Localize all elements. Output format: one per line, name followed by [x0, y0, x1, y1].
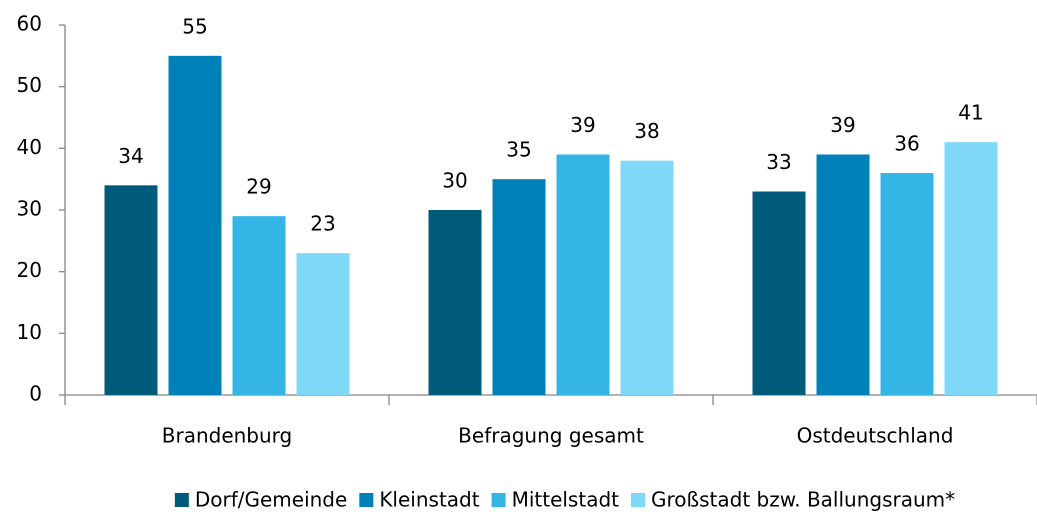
y-tick-label: 30	[17, 197, 42, 221]
data-label: 38	[634, 119, 659, 143]
data-label: 23	[310, 212, 335, 236]
legend-label: Kleinstadt	[379, 488, 479, 512]
legend-label: Dorf/Gemeinde	[195, 488, 347, 512]
legend-swatch	[631, 493, 645, 507]
bar	[620, 160, 674, 395]
legend-label: Mittelstadt	[512, 488, 620, 512]
x-tick-label: Befragung gesamt	[458, 424, 644, 448]
data-label: 33	[766, 150, 791, 174]
x-tick-label: Brandenburg	[162, 424, 293, 448]
bar	[880, 173, 934, 395]
data-label: 29	[246, 175, 271, 199]
y-tick-label: 60	[17, 12, 42, 36]
data-label: 41	[958, 101, 983, 125]
bar	[816, 154, 870, 395]
data-label: 30	[442, 169, 467, 193]
data-label: 39	[830, 113, 855, 137]
bar	[296, 253, 350, 395]
bar	[752, 191, 806, 395]
x-tick-label: Ostdeutschland	[797, 424, 954, 448]
y-tick-label: 50	[17, 73, 42, 97]
bar	[104, 185, 158, 395]
legend-swatch	[174, 493, 189, 507]
legend-swatch	[359, 493, 374, 507]
y-tick-label: 20	[17, 258, 42, 282]
data-label: 55	[182, 14, 207, 38]
y-tick-label: 40	[17, 135, 42, 159]
legend-label: Großstadt bzw. Ballungsraum*	[651, 488, 955, 512]
data-label: 35	[506, 138, 531, 162]
bar	[428, 210, 482, 395]
bar	[168, 55, 222, 395]
y-tick-label: 0	[29, 382, 42, 406]
bar	[944, 142, 998, 395]
data-label: 34	[118, 144, 143, 168]
bar	[232, 216, 286, 395]
legend-swatch	[491, 493, 506, 507]
data-label: 39	[570, 113, 595, 137]
bar	[492, 179, 546, 395]
y-tick-label: 10	[17, 320, 42, 344]
bar	[556, 154, 610, 395]
data-label: 36	[894, 132, 919, 156]
